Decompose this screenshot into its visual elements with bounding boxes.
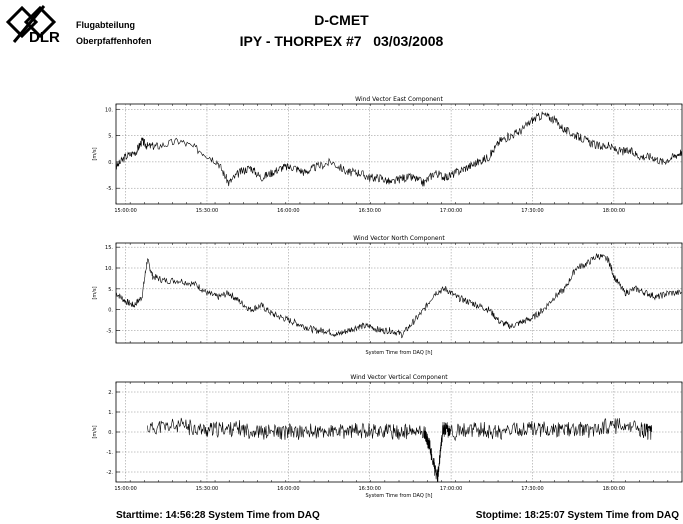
logo-text: DLR [29, 29, 60, 46]
series-line [147, 417, 653, 483]
y-tick-label: -1. [106, 450, 113, 456]
panel-title: Wind Vector East Component [355, 96, 443, 103]
x-tick-label: 16:00:00 [277, 208, 299, 214]
y-tick-label: 2. [108, 390, 113, 396]
department-line2: Oberpfaffenhofen [76, 36, 152, 46]
x-tick-label: 15:00:00 [114, 486, 136, 492]
starttime-label: Starttime: 14:56:28 System Time from DAQ [116, 510, 320, 521]
panel-title: Wind Vector North Component [353, 235, 445, 242]
dlr-logo-icon [5, 5, 57, 43]
x-axis-label: System Time from DAQ [h] [366, 350, 433, 356]
x-axis-label: System Time from DAQ [h] [366, 493, 433, 499]
series-line [116, 252, 683, 339]
y-tick-label: 10. [105, 266, 113, 272]
plot-frame [115, 103, 683, 205]
panel-2: Wind Vector North Component -5. 0. 5. 10. 15.… [92, 235, 683, 356]
plot-frame [115, 242, 683, 344]
y-tick-label: 5. [108, 287, 113, 293]
y-tick-label: 1. [108, 410, 113, 416]
y-tick-label: 5. [108, 134, 113, 140]
panel-title: Wind Vector Vertical Component [350, 374, 448, 381]
plot-frame [115, 381, 683, 483]
y-axis-label: [m/s] [92, 425, 98, 438]
y-tick-label: 0. [108, 430, 113, 436]
x-tick-label: 15:00:00 [114, 208, 136, 214]
page-subtitle: IPY - THORPEX #7 03/03/2008 [239, 33, 444, 49]
panel-1: Wind Vector East Component -5. 0. 5. 10. [m/s… [92, 96, 683, 214]
x-tick-label: 16:30:00 [358, 208, 380, 214]
y-tick-label: 10. [105, 107, 113, 113]
x-tick-label: 17:00:00 [440, 486, 462, 492]
panel-3: Wind Vector Vertical Component -2. -1. 0. 1.… [92, 374, 683, 499]
y-tick-label: -5. [106, 186, 113, 192]
x-tick-label: 16:00:00 [277, 486, 299, 492]
y-tick-label: 15. [105, 245, 113, 251]
y-tick-label: 0. [108, 160, 113, 166]
x-tick-label: 18:00:00 [603, 208, 625, 214]
stoptime-label: Stoptime: 18:25:07 System Time from DAQ [475, 510, 679, 521]
x-tick-label: 17:30:00 [521, 486, 543, 492]
department-line1: Flugabteilung [76, 20, 135, 30]
y-tick-label: 0. [108, 308, 113, 314]
y-tick-label: -5. [106, 329, 113, 335]
x-tick-label: 15:30:00 [196, 208, 218, 214]
x-tick-label: 17:30:00 [521, 208, 543, 214]
x-tick-label: 17:00:00 [440, 208, 462, 214]
y-axis-label: [m/s] [92, 286, 98, 299]
y-axis-label: [m/s] [92, 147, 98, 160]
series-line [115, 111, 683, 187]
x-tick-label: 18:00:00 [603, 486, 625, 492]
page-title: D-CMET [314, 12, 369, 28]
x-tick-label: 16:30:00 [358, 486, 380, 492]
y-tick-label: -2. [106, 470, 113, 476]
x-tick-label: 15:30:00 [196, 486, 218, 492]
